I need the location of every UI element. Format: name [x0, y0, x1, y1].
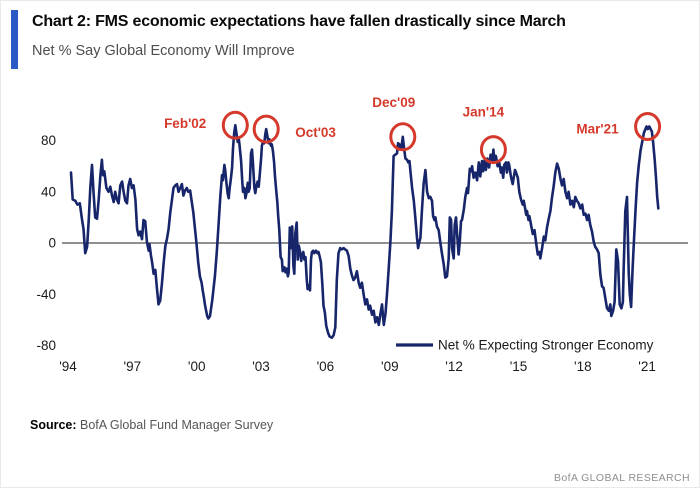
x-tick-label: '03: [252, 359, 270, 374]
y-tick-label: -80: [36, 338, 56, 353]
peak-circle: [221, 110, 249, 140]
x-tick-label: '15: [510, 359, 528, 374]
source-note: Source: BofA Global Fund Manager Survey: [30, 418, 273, 432]
x-tick-label: '09: [381, 359, 399, 374]
y-tick-label: 80: [41, 133, 56, 148]
peak-label: Oct'03: [295, 125, 336, 140]
peak-annotations: Feb'02 Oct'03 Dec'09 Jan'14 Mar'21: [164, 95, 662, 165]
y-tick-label: 40: [41, 184, 56, 199]
x-tick-label: '12: [445, 359, 463, 374]
accent-bar: [11, 10, 18, 69]
series-line: [69, 123, 660, 339]
chart-legend: Net % Expecting Stronger Economy: [396, 338, 654, 353]
page-title: Chart 2: FMS economic expectations have …: [32, 13, 566, 30]
source-label: Source:: [30, 418, 77, 432]
x-tick-label: '97: [124, 359, 142, 374]
x-tick-label: '94: [59, 359, 77, 374]
y-axis-tick-labels: 80 40 0 -40 -80: [36, 133, 56, 353]
x-tick-label: '21: [638, 359, 656, 374]
y-tick-label: 0: [48, 236, 56, 251]
x-tick-label: '00: [188, 359, 206, 374]
brand-watermark: BofA GLOBAL RESEARCH: [554, 472, 690, 484]
x-axis-tick-labels: '94 '97 '00 '03 '06 '09 '12 '15 '18 '21: [59, 359, 656, 374]
source-text: BofA Global Fund Manager Survey: [76, 418, 274, 432]
chart-subtitle: Net % Say Global Economy Will Improve: [32, 43, 295, 59]
peak-circle: [252, 114, 280, 144]
peak-label: Jan'14: [463, 105, 505, 120]
peak-circle: [634, 112, 662, 141]
peak-circle: [479, 135, 507, 165]
peak-circle: [389, 122, 417, 152]
peak-label: Feb'02: [164, 116, 206, 131]
legend-label: Net % Expecting Stronger Economy: [438, 338, 654, 353]
y-tick-label: -40: [36, 287, 56, 302]
peak-label: Mar'21: [576, 122, 619, 137]
peak-label: Dec'09: [372, 95, 415, 110]
x-tick-label: '06: [317, 359, 335, 374]
x-tick-label: '18: [574, 359, 592, 374]
